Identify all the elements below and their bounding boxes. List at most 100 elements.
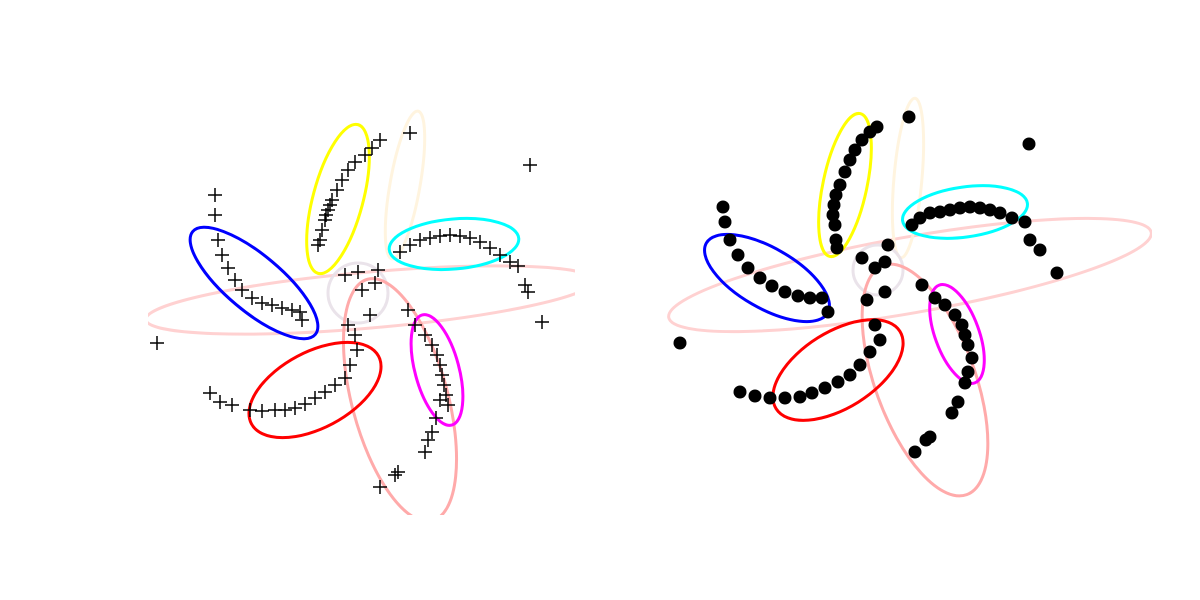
point [335,173,349,187]
point [441,398,455,412]
point [731,248,745,262]
point [323,198,337,212]
point [763,391,777,405]
point [863,125,877,139]
point [435,368,449,382]
point [827,198,841,212]
point [843,368,857,382]
point [1033,243,1047,257]
point [765,279,779,293]
point [213,395,227,409]
point [363,308,377,322]
point [928,291,942,305]
point [826,208,840,222]
point [430,348,444,362]
point [838,165,852,179]
point [503,255,517,269]
point [753,271,767,285]
point [403,238,417,252]
point [741,261,755,275]
point [391,465,405,479]
component-ellipse [387,216,521,272]
component-ellipse [851,243,905,297]
point [437,378,451,392]
point [373,480,387,494]
point [463,231,477,245]
point [951,395,965,409]
point [228,273,242,287]
point [958,376,972,390]
point [863,345,877,359]
point [778,285,792,299]
point [150,336,164,350]
point [1018,215,1032,229]
point [673,336,687,350]
component-ellipse [341,277,459,515]
point [351,265,365,279]
point [365,141,379,155]
point [350,343,364,357]
point [818,381,832,395]
point [265,298,279,312]
point [268,403,282,417]
point [923,206,937,220]
point [843,153,857,167]
point [453,229,467,243]
point [518,278,532,292]
point [413,233,427,247]
point [338,268,352,282]
point [293,305,307,319]
point [221,261,235,275]
point [308,391,322,405]
point [945,406,959,420]
point [821,305,835,319]
point [425,425,439,439]
component-ellipse [305,122,371,276]
point [1005,211,1019,225]
point [348,155,362,169]
point [315,223,329,237]
point [355,283,369,297]
component-ellipse [901,184,1029,240]
point [855,251,869,265]
point [433,393,447,407]
point [953,201,967,215]
point [958,328,972,342]
point [961,338,975,352]
point [338,371,352,385]
point [243,403,257,417]
point [913,211,927,225]
point [275,301,289,315]
point [805,386,819,400]
point [718,215,732,229]
point [830,241,844,255]
point [948,308,962,322]
point [348,328,362,342]
point [203,386,217,400]
point [919,433,933,447]
point [341,318,355,332]
point [535,315,549,329]
point [933,205,947,219]
point [443,228,457,242]
point [973,201,987,215]
point [330,183,344,197]
point [388,468,402,482]
point [833,178,847,192]
point [965,351,979,365]
point [902,110,916,124]
point [1023,233,1037,247]
component-ellipse [409,313,465,427]
point [373,133,387,147]
point [881,238,895,252]
point [371,263,385,277]
point [983,203,997,217]
point [878,285,892,299]
component-ellipse [188,225,320,341]
point [521,285,535,299]
point [403,126,417,140]
point [748,389,762,403]
point [829,188,843,202]
point [421,433,435,447]
